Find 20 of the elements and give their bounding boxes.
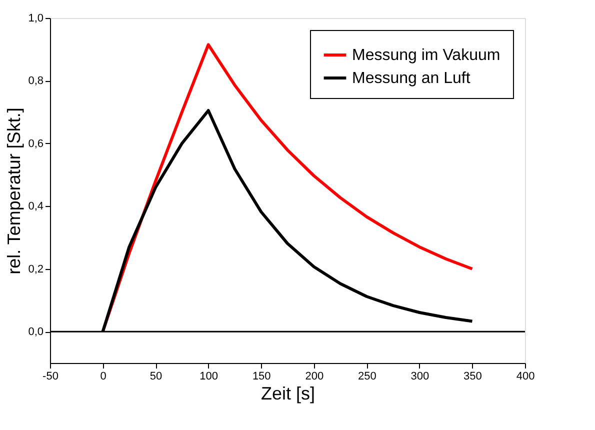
x-tick-label: 350 xyxy=(464,370,482,382)
x-tick-label: 100 xyxy=(200,370,218,382)
x-tick-label: 300 xyxy=(410,370,430,382)
x-axis-title: Zeit [s] xyxy=(260,384,316,404)
y-tick-label: 0,8 xyxy=(28,75,44,88)
y-tick-label: 0,2 xyxy=(28,263,44,276)
legend-label: Messung an Luft xyxy=(352,70,471,87)
x-tick-label: 250 xyxy=(358,370,376,382)
x-tick-label: -50 xyxy=(42,370,58,382)
y-tick-label: 0,6 xyxy=(28,138,44,150)
x-tick-label: 150 xyxy=(252,370,271,382)
x-tick-label: 400 xyxy=(516,370,535,382)
legend-label: Messung im Vakuum xyxy=(352,47,500,64)
y-tick-label: 1,0 xyxy=(28,12,44,24)
y-tick-label: 0,0 xyxy=(28,326,44,338)
x-tick-label: 0 xyxy=(100,370,106,382)
y-tick-label: 0,4 xyxy=(28,200,44,213)
x-tick-label: 200 xyxy=(305,370,324,382)
y-axis-title: rel. Temperatur [Skt.] xyxy=(4,108,24,274)
x-tick-label: 50 xyxy=(150,370,162,382)
